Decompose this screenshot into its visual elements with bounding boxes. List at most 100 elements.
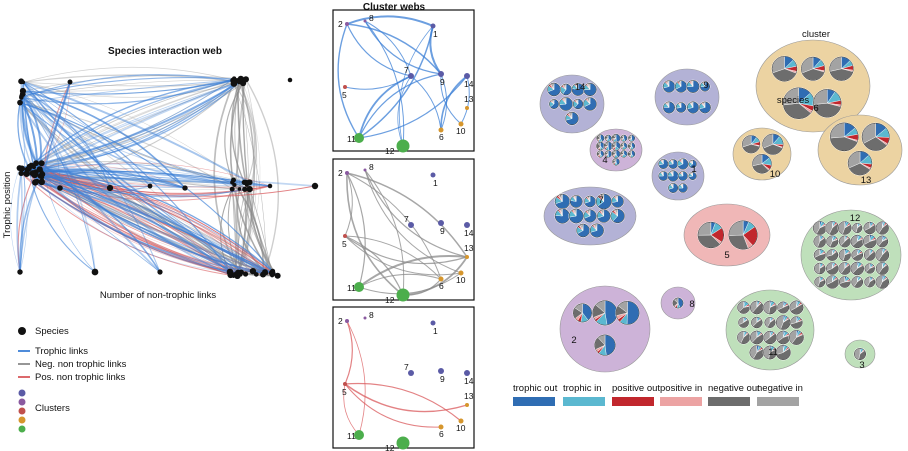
- cluster-node-label: 10: [456, 126, 466, 136]
- web-link: [20, 80, 161, 273]
- bubble-label: 10: [770, 169, 781, 180]
- web-link: [21, 80, 235, 98]
- pie-outline: [688, 171, 697, 181]
- cluster-link: [346, 23, 412, 77]
- legend-cluster-orange: [18, 416, 26, 424]
- pie-outline: [875, 262, 889, 275]
- cluster-link: [460, 75, 470, 125]
- pie-outline: [620, 150, 628, 158]
- cluster-bubble-12: 12: [800, 209, 902, 301]
- species-node: [147, 183, 153, 189]
- web-link: [41, 171, 265, 274]
- cluster-link: [344, 383, 442, 428]
- web-link: [27, 170, 273, 275]
- web-link: [22, 79, 234, 95]
- cluster-link: [397, 75, 412, 147]
- species-node: [182, 185, 188, 191]
- web-link: [28, 79, 237, 170]
- pie-outline: [790, 316, 803, 329]
- web-link: [41, 179, 239, 274]
- cluster-node-label: 11: [347, 431, 356, 441]
- pie-outline: [620, 134, 628, 142]
- cluster-node-label: 7: [404, 65, 409, 75]
- species-node: [242, 186, 248, 192]
- species-node: [67, 79, 73, 85]
- panel-frame: [332, 306, 475, 449]
- cluster-link: [344, 383, 468, 413]
- pie-outline: [583, 97, 597, 111]
- cluster-link: [344, 75, 412, 90]
- web-link: [19, 79, 242, 104]
- cluster-bubble-5: 5: [683, 203, 771, 267]
- pie-outline: [875, 248, 890, 262]
- pie-outline: [672, 297, 684, 309]
- cluster-node: [465, 403, 469, 407]
- pie-outline: [752, 153, 772, 174]
- cluster-link: [358, 73, 442, 139]
- pie-outline: [764, 317, 776, 328]
- cluster-link: [358, 25, 434, 139]
- cluster-bubble-13: 13: [817, 114, 903, 186]
- pie-outline: [788, 330, 804, 345]
- web-link: [28, 168, 96, 273]
- bubble-label: 1: [691, 164, 696, 175]
- web-link: [19, 102, 161, 273]
- cluster-node-label: 11: [347, 283, 356, 293]
- pie-outline: [801, 56, 825, 81]
- cluster-link: [344, 235, 404, 296]
- cluster-node: [363, 168, 367, 172]
- web-link: [22, 90, 61, 189]
- web-link: [21, 172, 235, 188]
- pie-outline: [814, 262, 826, 275]
- cluster-bubble-map: cluster 14 9 4 1 7 6 10 13 5 12 8 2 11 3 species: [539, 29, 903, 373]
- cluster-node-label: 13: [464, 391, 474, 401]
- cluster-bubble-9: 9: [654, 68, 720, 126]
- species-node: [19, 93, 24, 99]
- pie-outline: [861, 122, 890, 151]
- cluster-node: [465, 106, 469, 110]
- legend-cluster-blue: [18, 389, 26, 397]
- species-annotation: species: [777, 95, 809, 106]
- cluster-link: [346, 320, 366, 436]
- pie-outline: [612, 158, 620, 166]
- web-x-axis-label: Number of non-trophic links: [100, 290, 216, 301]
- legend-neg-label: Neg. non trophic links: [35, 359, 127, 370]
- pie-outline: [864, 263, 875, 274]
- species-node: [31, 165, 37, 170]
- pie-outline: [584, 195, 596, 208]
- cluster-link: [344, 320, 353, 385]
- bubble-label: 13: [861, 175, 872, 186]
- pie-outline: [837, 221, 852, 235]
- legend-cluster-red: [18, 407, 26, 415]
- pie-outline: [829, 122, 859, 152]
- bubble-label: 11: [768, 347, 778, 358]
- legend-right-swatch: [708, 397, 750, 406]
- pie-outline: [813, 235, 826, 248]
- pie-outline: [813, 89, 842, 118]
- cluster-link: [440, 75, 468, 131]
- web-link: [249, 188, 273, 276]
- cluster-node: [464, 222, 470, 228]
- pie-outline: [847, 150, 873, 176]
- species-node: [287, 77, 293, 83]
- cluster-node-label: 12: [385, 295, 395, 305]
- cluster-node-label: 14: [464, 79, 474, 89]
- web-link: [40, 175, 238, 277]
- legend-right-swatch: [612, 397, 654, 406]
- legend-species-label: Species: [35, 326, 69, 337]
- cluster-node: [438, 220, 444, 226]
- web-link: [29, 164, 186, 189]
- web-link: [232, 80, 267, 274]
- web-nodes: [16, 75, 319, 280]
- bubble-label: 5: [724, 250, 729, 261]
- web-link: [242, 83, 248, 183]
- web-link: [21, 168, 271, 188]
- cluster-node-label: 2: [338, 168, 343, 178]
- species-node: [23, 170, 30, 177]
- pie-outline: [589, 223, 604, 238]
- cluster-node-label: 14: [464, 228, 474, 238]
- web-link: [19, 102, 265, 274]
- cluster-link: [410, 75, 442, 131]
- pie-outline: [814, 276, 826, 288]
- pie-outline: [826, 249, 839, 261]
